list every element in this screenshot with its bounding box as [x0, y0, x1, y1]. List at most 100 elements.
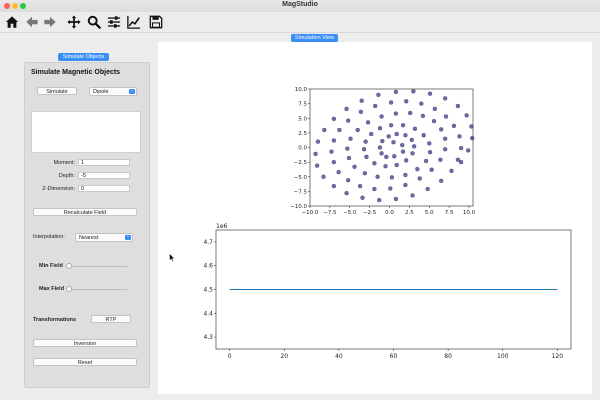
interpolation-value: Nearest — [79, 234, 99, 241]
configure-subplots-button[interactable] — [106, 14, 122, 30]
scatter-point — [361, 147, 367, 152]
reset-button[interactable]: Reset — [33, 358, 137, 366]
scatter-x-tick-label: 10.0 — [463, 210, 476, 216]
scatter-y-tick-label: 7.5 — [298, 102, 307, 108]
pan-button[interactable] — [66, 14, 82, 30]
scatter-y-tick-label: −10.0 — [290, 204, 307, 210]
scatter-point — [412, 126, 418, 131]
scatter-point — [451, 123, 457, 129]
back-button[interactable] — [24, 14, 40, 30]
home-icon — [5, 16, 19, 28]
minimize-window-button[interactable] — [12, 3, 18, 9]
close-window-button[interactable] — [4, 3, 10, 9]
scatter-point — [470, 135, 475, 141]
zoom-button[interactable] — [86, 14, 102, 30]
tab-simulate-objects[interactable]: Simulate Objects — [58, 53, 109, 61]
min-field-slider-handle[interactable] — [66, 263, 72, 269]
forward-button[interactable] — [42, 14, 58, 30]
scatter-point — [455, 103, 461, 109]
scatter-point — [415, 166, 420, 172]
scatter-y-tick-label: −7.5 — [294, 189, 308, 195]
scatter-point — [431, 119, 437, 124]
scatter-point — [403, 182, 408, 188]
scatter-point — [457, 134, 462, 139]
line-x-tick-label: 20 — [280, 353, 288, 360]
scatter-point — [388, 100, 394, 105]
tab-simulation-view[interactable]: Simulation View — [291, 34, 338, 42]
simulate-button[interactable]: Simulate — [37, 87, 77, 95]
moment-label: Moment: — [53, 160, 75, 166]
scatter-point — [404, 158, 409, 163]
line-x-tick-label: 100 — [497, 353, 509, 360]
scatter-point — [372, 186, 377, 192]
scatter-point — [410, 151, 415, 156]
scatter-x-tick-label: −7.5 — [323, 210, 337, 216]
scatter-point — [439, 127, 444, 132]
scatter-x-tick-label: 5.0 — [425, 210, 434, 216]
max-field-label: Max Field — [39, 286, 65, 292]
scatter-point — [379, 114, 384, 119]
scatter-point — [425, 186, 430, 192]
scatter-point — [331, 159, 337, 165]
scatter-point — [466, 148, 471, 153]
scatter-point — [449, 168, 454, 174]
scatter-y-tick-label: −5.0 — [294, 175, 308, 181]
interpolation-select[interactable]: Nearest ⌃ — [75, 232, 133, 242]
save-button[interactable] — [148, 14, 164, 30]
scatter-point — [346, 155, 352, 161]
recalculate-field-button[interactable]: Recalculate Field — [33, 208, 137, 216]
scatter-point — [315, 163, 320, 168]
rtp-button[interactable]: RTP — [91, 315, 131, 323]
scatter-point — [360, 195, 365, 200]
scatter-point — [411, 89, 416, 94]
scatter-point — [386, 134, 391, 139]
zoom-icon — [87, 15, 101, 29]
max-field-slider-track[interactable] — [69, 289, 127, 290]
interpolation-label: Interpolation: — [33, 234, 65, 240]
simulation-sidebar: Simulate Magnetic Objects Simulate Dipol… — [24, 62, 150, 388]
home-button[interactable] — [4, 14, 20, 30]
scatter-point — [458, 159, 464, 165]
depth-input[interactable]: -5 — [78, 172, 130, 179]
scatter-point — [336, 169, 341, 175]
z-dimension-input[interactable]: 0 — [78, 185, 130, 192]
scatter-point — [359, 98, 364, 103]
scatter-point — [344, 106, 349, 112]
scatter-point — [345, 146, 350, 151]
scatter-point — [373, 103, 378, 109]
scatter-point — [388, 186, 393, 191]
scatter-x-tick-label: −5.0 — [343, 210, 357, 216]
scatter-point — [383, 164, 388, 169]
object-type-select[interactable]: Dipole ⌃ — [89, 86, 137, 96]
line-x-tick-label: 80 — [444, 353, 452, 360]
scatter-point — [409, 137, 414, 143]
min-field-slider-track[interactable] — [69, 266, 127, 267]
scatter-point — [331, 183, 337, 189]
scatter-point — [315, 139, 321, 144]
scatter-point — [410, 193, 415, 198]
panel-title: Simulate Magnetic Objects — [31, 69, 121, 76]
scatter-point — [393, 89, 399, 95]
inversion-button[interactable]: Inversion — [33, 339, 137, 347]
scatter-point — [404, 99, 409, 104]
scatter-point — [357, 183, 363, 189]
scatter-point — [358, 109, 364, 114]
scatter-x-tick-label: 0.0 — [385, 210, 394, 216]
line-y-tick-label: 4.4 — [203, 310, 213, 317]
edit-axis-button[interactable] — [126, 14, 142, 30]
scatter-point — [394, 162, 399, 168]
scatter-point — [421, 133, 426, 138]
line-y-tick-label: 4.7 — [203, 239, 213, 246]
scatter-point — [364, 154, 369, 160]
depth-label: Depth: — [58, 173, 75, 179]
scatter-point — [417, 176, 422, 181]
max-field-slider-handle[interactable] — [66, 286, 72, 292]
line-y-tick-label: 4.6 — [203, 263, 213, 270]
scatter-point — [379, 151, 384, 156]
min-field-label: Min Field — [39, 263, 63, 269]
moment-input[interactable]: 1 — [78, 159, 130, 166]
scatter-point — [400, 123, 406, 128]
scatter-point — [464, 113, 469, 118]
scatter-point — [423, 158, 429, 164]
zoom-window-button[interactable] — [20, 3, 26, 9]
